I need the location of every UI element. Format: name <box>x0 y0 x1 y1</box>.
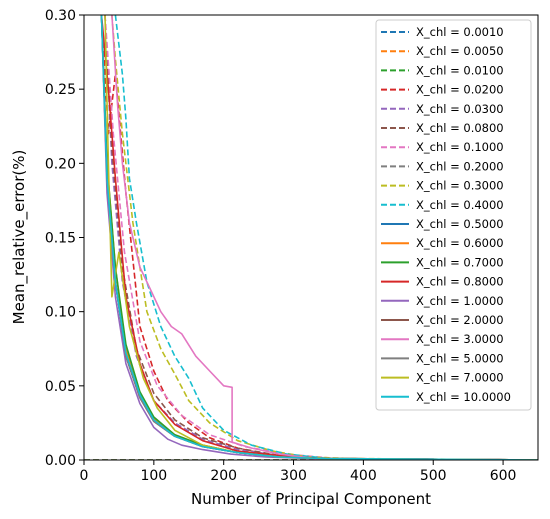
series-layer <box>84 15 538 460</box>
y-tick-label: 0.05 <box>45 379 76 395</box>
legend-label: X_chl = 1.0000 <box>416 294 504 308</box>
y-tick-label: 0.10 <box>45 305 76 321</box>
legend-label: X_chl = 0.1000 <box>416 140 504 154</box>
legend-label: X_chl = 0.0800 <box>416 121 504 135</box>
legend-label: X_chl = 0.7000 <box>416 255 504 269</box>
series-line-5 <box>104 15 538 460</box>
x-axis-label: Number of Principal Component <box>191 490 431 508</box>
x-tick-label: 300 <box>280 468 307 484</box>
legend-label: X_chl = 0.0300 <box>416 102 504 116</box>
y-tick-label: 0.15 <box>45 231 76 247</box>
legend: X_chl = 0.0010 X_chl = 0.0050 X_chl = 0.01… <box>375 19 532 411</box>
x-tick-label: 400 <box>350 468 377 484</box>
series-line-17 <box>111 15 538 460</box>
legend-box <box>375 19 532 411</box>
legend-label: X_chl = 0.8000 <box>416 275 504 289</box>
series-line-15 <box>100 15 538 460</box>
series-line-20 <box>100 15 538 460</box>
x-tick-label: 200 <box>210 468 237 484</box>
y-tick-label: 0.20 <box>45 156 76 172</box>
y-tick-label: 0.00 <box>45 453 76 469</box>
legend-label: X_chl = 3.0000 <box>416 332 504 346</box>
legend-label: X_chl = 0.5000 <box>416 217 504 231</box>
legend-label: X_chl = 5.0000 <box>416 351 504 365</box>
x-tick-label: 100 <box>140 468 167 484</box>
y-tick-label: 0.30 <box>45 8 76 24</box>
x-tick-label: 0 <box>80 468 89 484</box>
legend-label: X_chl = 0.0010 <box>416 25 504 39</box>
legend-label: X_chl = 7.0000 <box>416 371 504 385</box>
legend-label: X_chl = 0.4000 <box>416 198 504 212</box>
legend-label: X_chl = 0.0200 <box>416 83 504 97</box>
legend-label: X_chl = 0.0050 <box>416 44 504 58</box>
y-tick-label: 0.25 <box>45 82 76 98</box>
legend-label: X_chl = 0.6000 <box>416 236 504 250</box>
y-axis-label: Mean_relative_error(%) <box>10 150 29 325</box>
legend-label: X_chl = 0.3000 <box>416 179 504 193</box>
legend-label: X_chl = 10.0000 <box>416 390 511 404</box>
x-tick-label: 600 <box>490 468 517 484</box>
y-axis: 0.00 0.05 0.10 0.15 0.20 0.25 0.30 <box>45 8 84 469</box>
legend-label: X_chl = 0.2000 <box>416 159 504 173</box>
series-line-9 <box>111 15 538 460</box>
legend-label: X_chl = 0.0100 <box>416 63 504 77</box>
x-axis: 0 100 200 300 400 500 600 <box>80 460 517 484</box>
x-tick-label: 500 <box>420 468 447 484</box>
legend-label: X_chl = 2.0000 <box>416 313 504 327</box>
